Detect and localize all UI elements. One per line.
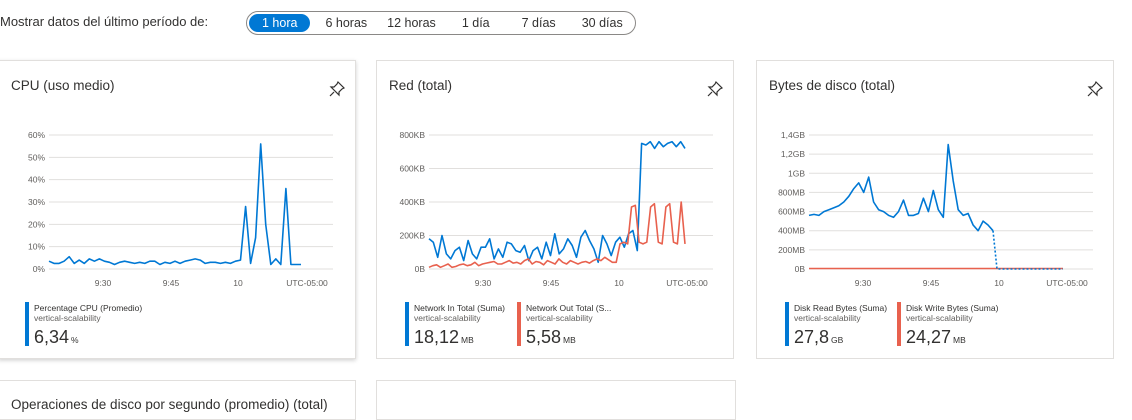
series-line [428,140,686,264]
legend-series-name: Network Out Total (S... [526,303,612,313]
time-range-bar: Mostrar datos del último período de: 1 h… [0,0,1132,46]
cpu-chart-title: CPU (uso medio) [11,78,115,93]
y-tick-label: 1,2GB [781,149,805,159]
legend-color-swatch [785,302,789,346]
y-tick-label: 60% [28,130,45,140]
cpu-chart-plot: 60% 50% 40% 30% 20% 10% 0% 9:30 9:45 10 UTC-05:00 [0,123,357,293]
legend-color-swatch [517,302,521,346]
pin-icon[interactable] [705,79,725,99]
legend-value: 6,34% [34,327,79,348]
legend-value-unit: MB [461,335,474,345]
y-tick-label: 50% [28,152,45,162]
network-chart-plot: 800KB 600KB 400KB 200KB 0B 9:30 9:45 10 UTC-05:0… [377,123,735,293]
x-tick-label: UTC-05:00 [1046,278,1088,288]
y-tick-label: 40% [28,175,45,185]
y-tick-label: 600KB [399,164,425,174]
y-tick-label: 1GB [788,168,805,178]
legend-value: 5,58 MB [526,327,576,348]
pin-icon[interactable] [327,79,347,99]
series-line [428,201,686,269]
y-tick-label: 10% [28,242,45,252]
disk-ops-chart-card[interactable]: Operaciones de disco por segundo (promed… [0,380,356,420]
y-tick-label: 0% [33,264,46,274]
series-line-missing-data [992,230,1063,270]
legend-resource-name: vertical-scalability [414,313,481,323]
time-range-option-1h[interactable]: 1 hora [249,14,311,32]
y-tick-label: 20% [28,219,45,229]
legend-value: 18,12 MB [414,327,474,348]
x-tick-label: 9:30 [855,278,872,288]
x-tick-label: 9:45 [163,278,180,288]
legend-color-swatch [25,302,29,346]
time-range-selector[interactable]: 1 hora 6 horas 12 horas 1 día 7 días 30 … [246,11,636,35]
legend-value: 24,27 MB [906,327,966,348]
y-tick-label: 1,4GB [781,130,805,140]
x-tick-label: 10 [614,278,624,288]
legend-resource-name: vertical-scalability [794,313,861,323]
legend-resource-name: vertical-scalability [906,313,973,323]
legend-value-unit: MB [563,335,576,345]
legend-value-unit: % [71,335,79,345]
network-chart-title: Red (total) [389,78,453,93]
legend-series-name: Disk Write Bytes (Suma) [906,303,999,313]
y-tick-label: 400MB [778,226,805,236]
legend-value-unit: MB [953,335,966,345]
pin-icon[interactable] [1085,79,1105,99]
disk-ops-chart-title: Operaciones de disco por segundo (promed… [11,397,328,412]
series-line [808,143,994,232]
legend-value-number: 27,8 [794,327,830,347]
legend-resource-name: vertical-scalability [526,313,593,323]
legend-value-number: 6,34 [34,327,70,347]
x-tick-label: UTC-05:00 [666,278,708,288]
legend-value-number: 24,27 [906,327,952,347]
legend-value-number: 18,12 [414,327,460,347]
disk-chart-plot: 1,4GB 1,2GB 1GB 800MB 600MB 400MB 200MB 0B 9:30 9… [757,123,1115,293]
disk-chart-title: Bytes de disco (total) [769,78,896,93]
disk-chart-card[interactable]: Bytes de disco (total) 1,4GB 1,2GB 1GB 800M… [756,60,1114,359]
legend-series-name: Percentage CPU (Promedio) [34,303,143,313]
x-tick-label: 9:45 [543,278,560,288]
time-range-option-1d[interactable]: 1 día [461,16,490,30]
x-tick-label: 10 [994,278,1004,288]
x-tick-label: UTC-05:00 [286,278,328,288]
time-range-option-12h[interactable]: 12 horas [387,16,436,30]
y-tick-label: 600MB [778,207,805,217]
y-tick-label: 800MB [778,187,805,197]
legend-value-unit: GB [831,335,844,345]
x-tick-label: 9:30 [95,278,112,288]
network-chart-card[interactable]: Red (total) 800KB 600KB 400KB 200KB 0B 9:30 9:… [376,60,734,359]
time-range-option-7d[interactable]: 7 días [521,16,556,30]
legend-series-name: Network In Total (Suma) [414,303,506,313]
y-tick-label: 800KB [399,130,425,140]
legend-resource-name: vertical-scalability [34,313,101,323]
y-tick-label: 0B [795,264,806,274]
legend-value: 27,8 GB [794,327,843,348]
empty-chart-card[interactable] [376,380,736,420]
x-tick-label: 9:30 [475,278,492,288]
y-tick-label: 0B [415,264,426,274]
x-tick-label: 9:45 [923,278,940,288]
y-tick-label: 200MB [778,245,805,255]
y-tick-label: 200KB [399,231,425,241]
legend-color-swatch [405,302,409,346]
cpu-chart-card[interactable]: CPU (uso medio) 60% 50% 40% 30% 20% 10% 0% 9:30… [0,60,356,359]
legend-color-swatch [897,302,901,346]
time-range-option-6h[interactable]: 6 horas [325,16,368,30]
time-range-option-30d[interactable]: 30 días [581,16,623,30]
series-line [48,143,301,266]
y-tick-label: 30% [28,197,45,207]
y-tick-label: 400KB [399,197,425,207]
legend-value-number: 5,58 [526,327,562,347]
legend-series-name: Disk Read Bytes (Suma) [794,303,888,313]
time-range-label: Mostrar datos del último período de: [0,14,209,29]
x-tick-label: 10 [233,278,243,288]
